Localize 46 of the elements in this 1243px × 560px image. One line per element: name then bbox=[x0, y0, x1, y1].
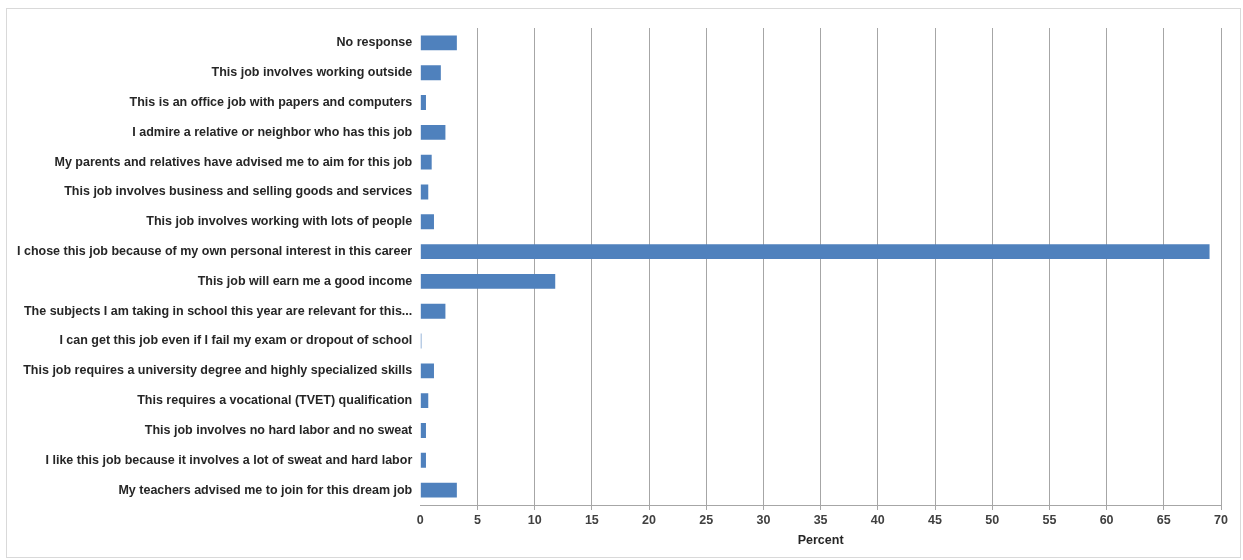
y-tick-label: This job requires a university degree and highly specialized skills bbox=[23, 363, 413, 378]
y-tick-label: This job involves working with lots of people bbox=[146, 214, 413, 229]
y-tick-label: The subjects I am taking in school this year are relevant for this... bbox=[23, 303, 413, 318]
bar bbox=[420, 452, 426, 468]
x-tick-label: 5 bbox=[473, 512, 481, 527]
y-tick-label: This job involves working outside bbox=[211, 65, 413, 80]
x-axis-title: Percent bbox=[797, 532, 845, 547]
bar bbox=[420, 363, 434, 379]
x-tick-label: 35 bbox=[813, 512, 828, 527]
bar bbox=[420, 393, 429, 409]
x-tick-label: 10 bbox=[527, 512, 542, 527]
bar bbox=[420, 482, 457, 498]
x-tick-label: 50 bbox=[985, 512, 1000, 527]
x-tick-label: 40 bbox=[870, 512, 885, 527]
x-tick-label: 55 bbox=[1042, 512, 1057, 527]
x-tick-label: 25 bbox=[699, 512, 714, 527]
x-tick-label: 30 bbox=[756, 512, 771, 527]
bar bbox=[420, 124, 446, 140]
y-tick-label: I admire a relative or neighbor who has this job bbox=[132, 124, 413, 139]
x-tick-label: 65 bbox=[1156, 512, 1171, 527]
y-tick-label: My parents and relatives have advised me to aim for this job bbox=[54, 154, 413, 169]
bar bbox=[420, 244, 1210, 260]
bar bbox=[420, 95, 426, 110]
x-tick-label: 45 bbox=[928, 512, 943, 527]
y-tick-label: My teachers advised me to join for this dream job bbox=[118, 482, 413, 497]
x-tick-label: 70 bbox=[1214, 512, 1228, 527]
bar bbox=[420, 65, 441, 81]
y-tick-label: I can get this job even if I fail my exam or dropout of school bbox=[59, 333, 413, 348]
y-tick-label: This job involves business and selling goods and services bbox=[64, 184, 413, 199]
x-tick-label: 0 bbox=[416, 512, 424, 527]
x-tick-label: 60 bbox=[1099, 512, 1114, 527]
y-tick-label: This job involves no hard labor and no sweat bbox=[144, 422, 414, 437]
bar bbox=[420, 154, 432, 170]
bar bbox=[420, 214, 434, 230]
y-tick-label: This requires a vocational (TVET) qualification bbox=[137, 393, 413, 408]
y-tick-label: I chose this job because of my own personal interest in this career bbox=[16, 244, 413, 259]
x-tick-label: 15 bbox=[584, 512, 599, 527]
x-tick-label: 20 bbox=[642, 512, 657, 527]
bar bbox=[420, 423, 426, 438]
bar bbox=[420, 303, 446, 319]
y-tick-label: I like this job because it involves a lot of sweat and hard labor bbox=[45, 452, 413, 467]
bar bbox=[420, 273, 556, 289]
y-tick-label: No response bbox=[336, 35, 413, 50]
y-tick-label: This is an office job with papers and computers bbox=[129, 94, 413, 109]
y-tick-label: This job will earn me a good income bbox=[197, 273, 413, 288]
bar bbox=[420, 35, 457, 51]
